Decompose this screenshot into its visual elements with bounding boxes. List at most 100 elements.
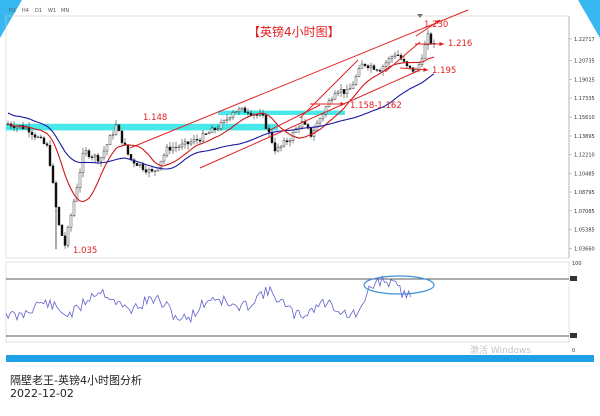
price-tick-label: 1.12210 [574, 152, 595, 158]
annotation-label: 1.035 [73, 246, 97, 256]
candle-body [120, 130, 124, 144]
candle-body [402, 58, 406, 62]
candle-body [363, 63, 367, 66]
candle-body [90, 156, 94, 158]
candle-body [318, 118, 322, 124]
price-tick-label: 1.13895 [574, 134, 595, 140]
price-tick-label: 1.17335 [574, 96, 595, 102]
timeframe-tabs[interactable]: H1 H4 D1 W1 MN [9, 8, 69, 14]
annotation-label: 1.230 [424, 20, 448, 30]
high-marker [417, 14, 423, 18]
candle-body [147, 169, 151, 173]
candle-body [237, 108, 241, 112]
annotation-label: 1.158-1.162 [350, 101, 402, 111]
candle-body [153, 170, 157, 172]
candle-body [348, 88, 352, 90]
zone-band [218, 110, 345, 115]
candle-body [162, 154, 166, 162]
oscillator-marker-top [570, 276, 577, 281]
candle-body [183, 141, 187, 145]
candle-body [321, 113, 325, 119]
candle-body [390, 56, 394, 59]
price-tick-label: 1.10485 [574, 171, 595, 177]
candle-body [306, 124, 310, 129]
annotation-label: 1.195 [432, 66, 456, 76]
candle-body [342, 89, 346, 94]
candle-body [96, 154, 100, 162]
candle-body [426, 33, 430, 46]
price-tick-label: 1.03660 [574, 247, 595, 253]
timeframe-tab-h1[interactable]: H1 [9, 8, 16, 14]
arrow-to-1216-head [439, 41, 444, 47]
candle-body [408, 65, 412, 68]
candle-body [27, 127, 31, 133]
candle-body [66, 226, 70, 246]
candle-body [87, 150, 91, 158]
candle-body [84, 150, 88, 154]
oscillator-frame [5, 261, 570, 343]
candle-body [132, 159, 136, 164]
candle-body [114, 124, 118, 135]
support-zones [6, 110, 345, 131]
candle-body [411, 67, 415, 72]
candle-body [210, 127, 214, 134]
candle-body [189, 141, 193, 145]
candle-body [282, 140, 286, 147]
candle-body [276, 147, 280, 152]
corner-triangle-top-left [0, 0, 22, 38]
candle-body [330, 99, 334, 101]
candle-body [300, 121, 304, 128]
candle-body [204, 133, 208, 135]
annotation-label: 1.216 [448, 39, 472, 49]
price-tick-label: 1.20735 [574, 59, 595, 65]
candle-body [246, 112, 250, 114]
candle-body [417, 64, 421, 70]
candle-body [69, 215, 73, 228]
candle-body [108, 135, 112, 145]
candle-body [225, 118, 229, 121]
price-tick-label: 1.08795 [574, 190, 595, 196]
timeframe-tab-d1[interactable]: D1 [35, 8, 42, 14]
candle-body [126, 144, 130, 155]
candle-body [186, 141, 190, 145]
candle-body [423, 44, 427, 59]
candle-body [48, 145, 52, 166]
candle-body [180, 143, 184, 148]
windows-activation-watermark: 激活 Windows [470, 344, 531, 356]
oscillator-line [5, 275, 412, 324]
candle-body [117, 124, 121, 132]
candle-body [78, 172, 82, 188]
candle-body [99, 157, 103, 162]
candle-body [171, 147, 175, 151]
candle-body [324, 106, 328, 115]
candle-body [396, 54, 400, 56]
candle-body [234, 111, 238, 113]
candle-body [144, 169, 148, 173]
oscillator-label-0: 0 [572, 348, 575, 354]
candle-body [270, 131, 274, 143]
timeframe-tab-h4[interactable]: H4 [22, 8, 29, 14]
candle-body [405, 61, 409, 67]
candle-body [288, 140, 292, 143]
candle-body [36, 136, 40, 138]
candle-body [267, 128, 271, 133]
caption-date: 2022-12-02 [10, 387, 74, 400]
candle-body [42, 137, 46, 144]
corner-triangle-top-right [578, 0, 600, 38]
arrow-to-1195-head [423, 67, 428, 72]
trend-segment [384, 41, 421, 73]
candle-body [21, 125, 25, 130]
candle-body [429, 33, 433, 44]
candle-body [258, 114, 262, 116]
timeframe-tab-mn[interactable]: MN [61, 8, 69, 14]
candle-body [75, 187, 79, 202]
candle-body [384, 62, 388, 67]
candle-body [57, 206, 61, 226]
trend-lines [129, 9, 469, 169]
candle-body [351, 84, 355, 89]
timeframe-tab-w1[interactable]: W1 [48, 8, 56, 14]
candle-body [222, 120, 226, 123]
candle-body [264, 115, 268, 129]
candle-body [336, 91, 340, 94]
